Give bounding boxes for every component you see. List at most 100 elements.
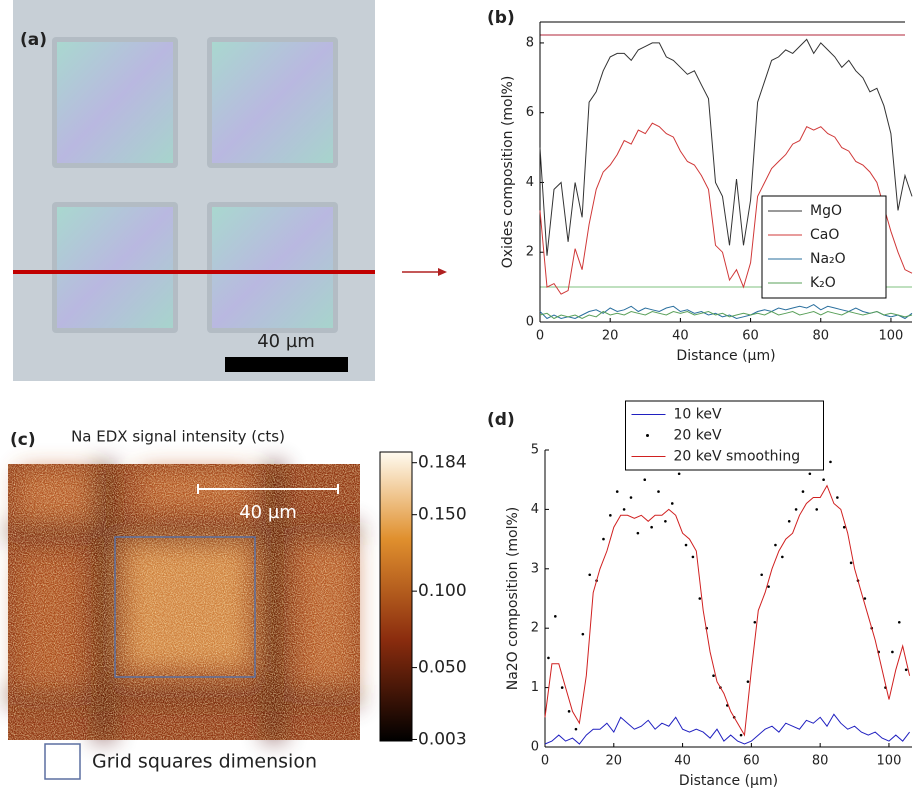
x-tick-label: 0 (541, 754, 549, 769)
y-tick-label: 3 (531, 561, 539, 576)
series-line (539, 38, 913, 256)
scale-bar-label: 40 µm (257, 331, 315, 352)
legend-box (761, 195, 887, 299)
point (657, 490, 660, 493)
scale-bar-label: 40 µm (239, 502, 297, 523)
legend-label: 10 keV (674, 407, 722, 423)
point (891, 650, 894, 654)
point (609, 514, 612, 517)
colorbar-tick-label: 0.050 (418, 658, 467, 678)
point (904, 668, 908, 672)
legend-label: K₂O (810, 275, 836, 291)
point (602, 537, 605, 541)
y-axis-label: Oxides composition (mol%) (500, 76, 516, 269)
point (774, 543, 777, 547)
point (567, 710, 571, 713)
point (670, 502, 674, 505)
point (698, 597, 702, 600)
point (842, 525, 846, 529)
y-tick-label: 1 (531, 680, 539, 695)
point (781, 555, 784, 559)
arrow-head (438, 268, 447, 276)
x-tick-label: 100 (877, 754, 902, 769)
point (554, 615, 557, 618)
panel-label: (d) (487, 410, 515, 430)
x-tick-label: 80 (812, 754, 829, 769)
legend-label: Grid squares dimension (92, 751, 317, 773)
point (739, 733, 743, 737)
x-tick-label: 60 (743, 754, 760, 769)
legend-label: CaO (810, 227, 839, 243)
y-axis-label: Na2O composition (mol%) (505, 507, 521, 691)
point (863, 597, 867, 600)
x-tick-label: 40 (674, 754, 691, 769)
point (801, 490, 805, 493)
x-tick-label: 100 (879, 329, 904, 344)
legend-swatch (646, 434, 649, 437)
series-line (544, 484, 911, 737)
edx-map (8, 464, 360, 780)
point (746, 680, 750, 683)
point (684, 543, 688, 547)
panel-label: (a) (20, 30, 47, 50)
point (664, 519, 667, 523)
colorbar-tick-label: 0.003 (418, 729, 467, 749)
point (753, 620, 757, 624)
point (829, 460, 832, 464)
y-tick-label: 8 (526, 35, 534, 50)
point (574, 727, 578, 731)
point (808, 472, 812, 476)
y-tick-label: 6 (526, 105, 534, 120)
legend-label: MgO (810, 203, 842, 219)
map-title: Na EDX signal intensity (cts) (71, 428, 285, 446)
point (615, 490, 619, 493)
legend-label: 20 keV (674, 428, 722, 444)
micrograph (13, 0, 375, 381)
series-line (539, 122, 913, 295)
point (760, 573, 763, 577)
colorbar (379, 451, 413, 742)
point (622, 508, 626, 511)
colorbar-tick-label: 0.184 (418, 453, 467, 473)
series-line (539, 310, 913, 320)
y-tick-label: 4 (531, 502, 539, 517)
x-tick-label: 20 (602, 329, 619, 344)
x-tick-label: 40 (672, 329, 689, 344)
point (897, 620, 901, 624)
y-tick-label: 2 (526, 245, 534, 260)
x-axis-label: Distance (µm) (679, 773, 778, 789)
x-axis-label: Distance (µm) (676, 348, 775, 364)
x-tick-label: 20 (606, 754, 623, 769)
point (560, 686, 564, 689)
point (650, 525, 653, 529)
point (677, 472, 681, 476)
point (712, 674, 715, 678)
colorbar-tick-label: 0.150 (418, 505, 467, 525)
point (815, 508, 819, 511)
point (836, 496, 839, 499)
point (767, 585, 770, 588)
point (849, 561, 853, 565)
y-tick-label: 0 (526, 315, 534, 330)
series-line (544, 713, 910, 745)
y-tick-label: 0 (531, 740, 539, 755)
y-tick-label: 2 (531, 621, 539, 636)
legend-label: Na₂O (810, 251, 846, 267)
y-tick-label: 4 (526, 175, 534, 190)
point (787, 519, 791, 523)
point (822, 478, 825, 482)
x-tick-label: 80 (812, 329, 829, 344)
colorbar-tick-label: 0.100 (418, 581, 467, 601)
panel-label: (b) (487, 8, 515, 28)
legend-box (625, 400, 824, 471)
x-tick-label: 0 (536, 329, 544, 344)
point (629, 496, 633, 499)
x-tick-label: 60 (742, 329, 759, 344)
point (636, 531, 640, 535)
point (581, 632, 585, 636)
y-tick-label: 5 (531, 443, 539, 458)
point (794, 508, 798, 511)
panel-label: (c) (10, 430, 36, 450)
